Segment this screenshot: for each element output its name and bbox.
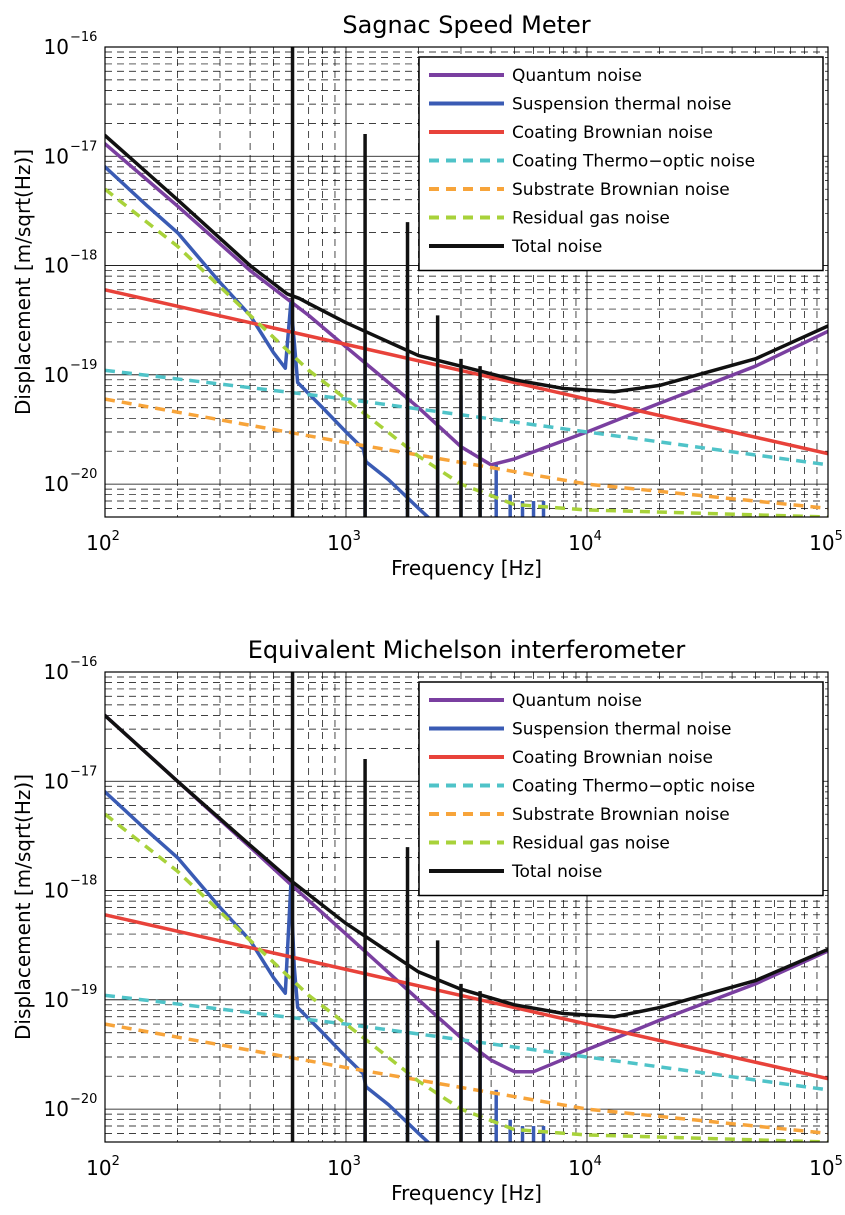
- series-line: [105, 133, 828, 394]
- series-group: [105, 672, 828, 1142]
- legend: Quantum noise Suspension thermal noise Coa…: [418, 681, 824, 897]
- x-tick-label: 103: [327, 1154, 361, 1180]
- chart-panel: Equivalent Michelson interferometer 102 10…: [11, 636, 843, 1205]
- x-axis-label: Frequency [Hz]: [391, 556, 542, 580]
- series-line: [105, 993, 828, 1092]
- y-tick-exponent: −19: [70, 983, 97, 998]
- x-tick-label: 104: [568, 529, 602, 555]
- series-line: [105, 165, 431, 517]
- series-group: [105, 47, 828, 517]
- y-tick-label: 10: [44, 769, 69, 793]
- legend: Quantum noise Suspension thermal noise Coa…: [418, 56, 824, 272]
- y-tick-label: 10: [44, 472, 69, 496]
- legend-entry: Residual gas noise: [512, 209, 670, 229]
- y-tick-exponent: −18: [70, 249, 97, 264]
- y-tick-exponent: −16: [70, 655, 97, 670]
- y-axis-label: Displacement [m/sqrt(Hz)]: [11, 149, 35, 415]
- y-tick-exponent: −19: [70, 358, 97, 373]
- x-tick-label: 103: [327, 529, 361, 555]
- y-tick-exponent: −18: [70, 874, 97, 889]
- y-tick-label: 10: [44, 1097, 69, 1121]
- legend-entry: Coating Thermo−optic noise: [512, 152, 755, 172]
- y-tick-label: 10: [44, 879, 69, 903]
- x-axis-label: Frequency [Hz]: [391, 1181, 542, 1205]
- legend-entry: Coating Brownian noise: [512, 748, 713, 768]
- y-tick-exponent: −17: [70, 139, 97, 154]
- y-tick-exponent: −17: [70, 764, 97, 779]
- legend-entry: Suspension thermal noise: [512, 95, 732, 115]
- legend-entry: Quantum noise: [512, 66, 642, 86]
- series-line: [105, 288, 828, 456]
- y-tick-exponent: −16: [70, 30, 97, 45]
- series-line: [105, 368, 828, 467]
- y-tick-exponent: −20: [70, 1092, 97, 1107]
- legend-entry: Coating Brownian noise: [512, 123, 713, 143]
- legend-box: [418, 56, 824, 272]
- chart-title: Sagnac Speed Meter: [342, 11, 590, 39]
- y-tick-label: 10: [44, 144, 69, 168]
- x-tick-label: 102: [86, 529, 120, 555]
- y-tick-label: 10: [44, 363, 69, 387]
- legend-entry: Coating Thermo−optic noise: [512, 777, 755, 797]
- legend-entry: Substrate Brownian noise: [512, 180, 730, 200]
- y-tick-label: 10: [44, 254, 69, 278]
- x-tick-label: 105: [809, 1154, 843, 1180]
- y-tick-label: 10: [44, 660, 69, 684]
- y-tick-exponent: −20: [70, 467, 97, 482]
- x-tick-label: 105: [809, 529, 843, 555]
- plot-frame: [104, 671, 829, 1143]
- legend-entry: Residual gas noise: [512, 834, 670, 854]
- y-tick-label: 10: [44, 35, 69, 59]
- plot-frame: [104, 46, 829, 518]
- y-tick-label: 10: [44, 988, 69, 1012]
- legend-box: [418, 681, 824, 897]
- y-axis-label: Displacement [m/sqrt(Hz)]: [11, 774, 35, 1040]
- legend-entry: Substrate Brownian noise: [512, 805, 730, 825]
- legend-entry: Total noise: [511, 862, 602, 882]
- x-tick-label: 102: [86, 1154, 120, 1180]
- series-line: [105, 187, 828, 517]
- legend-entry: Suspension thermal noise: [512, 720, 732, 740]
- series-line: [105, 913, 828, 1081]
- legend-entry: Quantum noise: [512, 691, 642, 711]
- series-line: [105, 397, 828, 511]
- chart-title: Equivalent Michelson interferometer: [248, 636, 686, 664]
- series-line: [105, 1022, 828, 1136]
- legend-entry: Total noise: [511, 237, 602, 257]
- x-tick-label: 104: [568, 1154, 602, 1180]
- series-line: [105, 790, 431, 1142]
- series-line: [105, 812, 828, 1142]
